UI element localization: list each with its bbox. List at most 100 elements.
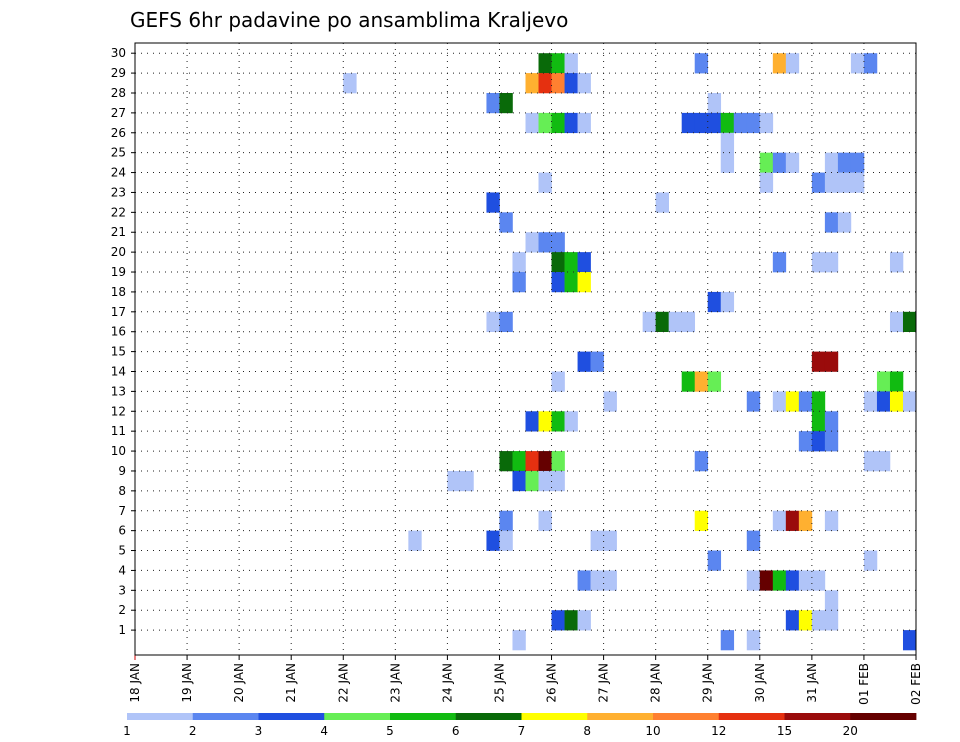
precip-cell	[824, 351, 839, 372]
precip-cell	[824, 510, 839, 531]
y-tick-label: 10	[111, 444, 126, 458]
colorbar-swatch	[653, 713, 720, 720]
precip-cell	[551, 371, 565, 392]
precip-cell	[759, 570, 774, 591]
precip-cell	[720, 630, 735, 651]
precip-cell	[707, 550, 722, 571]
precip-cell	[824, 590, 839, 611]
precip-cell	[499, 92, 513, 114]
cells-layer	[343, 53, 917, 651]
colorbar-label: 5	[386, 724, 394, 738]
precip-cell	[694, 53, 709, 74]
colorbar-label: 20	[843, 724, 858, 738]
precip-cell	[564, 411, 578, 432]
precip-cell	[551, 252, 565, 273]
precip-cell	[785, 510, 800, 531]
precip-cell	[876, 371, 891, 392]
colorbar-swatch	[390, 713, 457, 720]
precip-cell	[811, 411, 826, 432]
y-tick-label: 30	[111, 46, 126, 60]
precip-cell	[746, 391, 761, 412]
precip-cell	[811, 172, 826, 193]
precip-cell	[772, 391, 787, 412]
y-tick-label: 6	[118, 524, 126, 538]
precip-cell	[811, 391, 826, 412]
y-tick-label: 27	[111, 106, 126, 120]
precip-cell	[720, 112, 735, 134]
precip-cell	[694, 371, 709, 392]
y-tick-label: 24	[111, 166, 126, 180]
y-tick-label: 19	[111, 265, 126, 279]
precip-cell	[512, 451, 526, 472]
precip-cell	[499, 212, 513, 233]
precip-cell	[655, 311, 669, 332]
precip-cell	[850, 53, 865, 74]
precip-cell	[902, 630, 917, 651]
precip-cell	[486, 92, 500, 114]
precip-cell	[798, 610, 813, 631]
y-tick-label: 9	[118, 464, 126, 478]
precip-cell	[681, 311, 696, 332]
precip-cell	[811, 570, 826, 591]
precip-cell	[512, 630, 526, 651]
precip-cell	[876, 391, 891, 412]
precip-cell	[551, 272, 565, 293]
precip-cell	[707, 92, 722, 114]
precip-cell	[538, 470, 552, 492]
precip-cell	[720, 152, 735, 173]
precip-cell	[525, 232, 539, 253]
precip-cell	[512, 252, 526, 273]
precip-cell	[642, 311, 656, 332]
precip-cell	[551, 53, 565, 74]
precip-cell	[603, 570, 617, 591]
precip-cell	[785, 152, 800, 173]
precip-cell	[590, 570, 604, 591]
precip-cell	[499, 510, 513, 531]
precip-cell	[538, 232, 552, 253]
precip-cell	[538, 451, 552, 472]
precip-cell	[759, 152, 774, 173]
precip-cell	[603, 391, 617, 412]
precip-cell	[525, 411, 539, 432]
precip-cell	[798, 431, 813, 452]
y-tick-label: 17	[111, 305, 126, 319]
x-tick-label: 31 JAN	[805, 663, 819, 703]
precip-cell	[564, 272, 578, 293]
x-tick-label: 30 JAN	[753, 663, 767, 703]
colorbar-swatch	[258, 713, 325, 720]
x-tick-label: 27 JAN	[597, 663, 611, 703]
precip-cell	[551, 610, 565, 631]
precip-cell	[668, 311, 682, 332]
colorbar-label: 12	[711, 724, 726, 738]
y-tick-label: 18	[111, 285, 126, 299]
precip-cell	[590, 351, 604, 372]
precip-cell	[889, 391, 904, 412]
precip-cell	[824, 431, 839, 452]
precip-cell	[551, 73, 565, 94]
precip-cell	[681, 112, 696, 134]
precip-cell	[720, 291, 735, 313]
y-tick-label: 5	[118, 544, 126, 558]
colorbar-swatch	[521, 713, 588, 720]
precip-cell	[525, 451, 539, 472]
x-tick-label: 25 JAN	[492, 663, 506, 703]
precip-cell	[694, 510, 709, 531]
y-tick-label: 16	[111, 325, 126, 339]
precip-cell	[759, 172, 774, 193]
y-tick-label: 14	[111, 364, 126, 378]
y-tick-label: 13	[111, 384, 126, 398]
precip-cell	[551, 411, 565, 432]
y-tick-label: 15	[111, 345, 126, 359]
x-tick-label: 22 JAN	[336, 663, 350, 703]
precip-cell	[746, 570, 761, 591]
precip-cell	[512, 470, 526, 492]
precip-cell	[707, 112, 722, 134]
precip-cell	[889, 371, 904, 392]
y-tick-label: 22	[111, 205, 126, 219]
precip-cell	[408, 530, 422, 551]
x-tick-label: 19 JAN	[180, 663, 194, 703]
precip-cell	[538, 510, 552, 531]
precip-cell	[538, 112, 552, 134]
precip-cell	[772, 252, 787, 273]
y-tick-label: 20	[111, 245, 126, 259]
